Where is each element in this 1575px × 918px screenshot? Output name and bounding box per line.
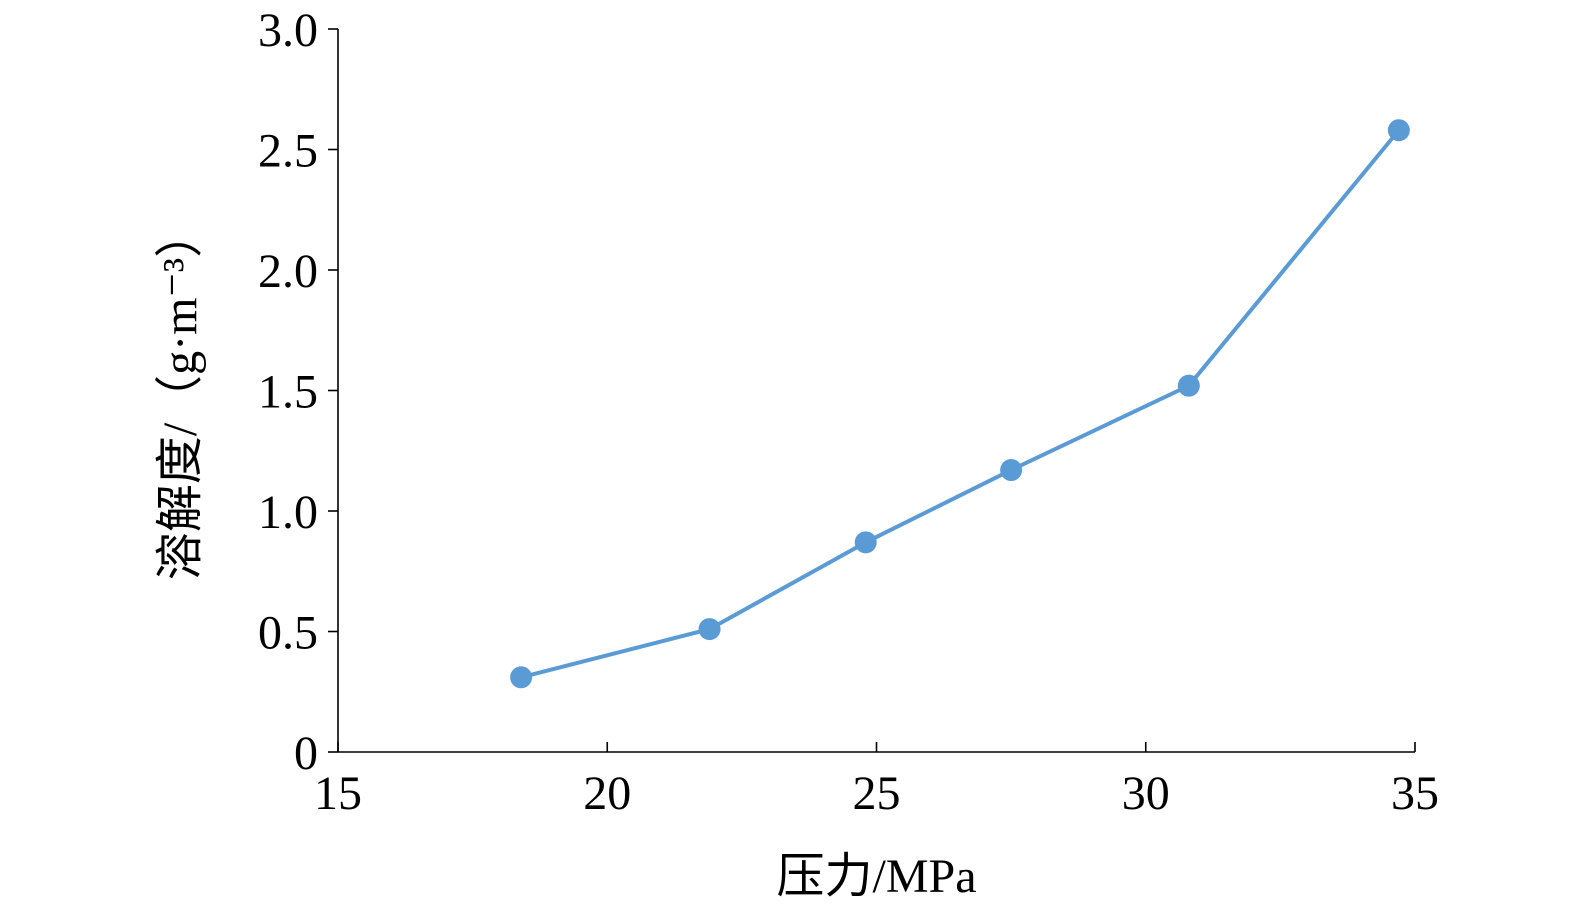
axes (337, 29, 1415, 753)
x-axis-label: 压力/MPa (776, 850, 976, 903)
x-tick-label: 25 (853, 767, 901, 820)
data-point (698, 618, 721, 641)
data-point (1000, 459, 1023, 482)
data-point (854, 531, 877, 554)
y-tick-label: 1.0 (258, 486, 318, 539)
series (510, 119, 1410, 689)
series-line (520, 128, 1401, 680)
y-tick-label: 0.5 (258, 607, 318, 660)
x-tick-label: 35 (1391, 767, 1439, 820)
data-point (510, 666, 533, 689)
y-tick-label: 1.5 (258, 366, 318, 419)
x-tick-label: 20 (583, 767, 631, 820)
y-axis-label: 溶解度/（g·m⁻³） (154, 210, 207, 580)
y-tick-label: 3.0 (258, 4, 318, 57)
ticks: 0 0.5 1.0 1.5 2.0 2.5 3.0 15 20 25 30 35 (258, 4, 1439, 820)
y-tick-label: 2.5 (258, 125, 318, 178)
x-tick-label: 15 (314, 767, 362, 820)
x-tick-label: 30 (1122, 767, 1170, 820)
y-tick-label: 0 (294, 727, 318, 780)
data-point (1387, 119, 1410, 142)
data-point (1177, 374, 1200, 397)
y-tick-label: 2.0 (258, 245, 318, 298)
